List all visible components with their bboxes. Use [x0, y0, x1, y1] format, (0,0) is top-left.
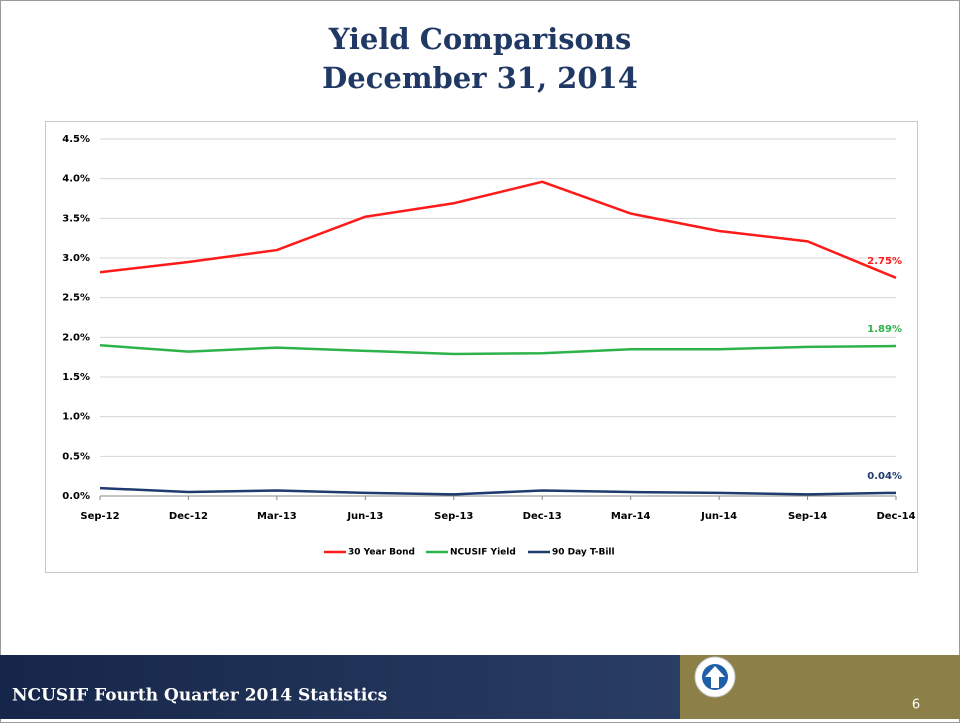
x-tick-label: Jun-13	[346, 511, 383, 522]
legend-label: NCUSIF Yield	[450, 548, 516, 558]
x-tick-label: Dec-14	[876, 511, 915, 522]
slide-title: Yield Comparisons	[328, 22, 632, 56]
x-tick-label: Mar-14	[611, 511, 651, 522]
y-tick-label: 1.5%	[62, 372, 90, 383]
x-tick-label: Mar-13	[257, 511, 297, 522]
y-tick-label: 0.5%	[62, 451, 90, 462]
x-tick-label: Sep-12	[80, 511, 119, 522]
y-tick-label: 2.0%	[62, 332, 90, 343]
value-label: 1.89%	[867, 324, 902, 335]
x-tick-label: Jun-14	[700, 511, 737, 522]
x-tick-label: Dec-13	[523, 511, 562, 522]
x-tick-label: Dec-12	[169, 511, 208, 522]
chart: 0.0% 0.5% 1.0% 1.5% 2.0% 2.5% 3.0% 3.5% 4.0% 4.5%…	[62, 134, 915, 558]
y-tick-label: 3.0%	[62, 253, 90, 264]
legend-label: 90 Day T-Bill	[552, 548, 615, 558]
footer-text: NCUSIF Fourth Quarter 2014 Statistics	[12, 686, 387, 706]
y-tick-label: 1.0%	[62, 412, 90, 423]
value-label: 2.75%	[867, 256, 902, 267]
legend-label: 30 Year Bond	[348, 548, 415, 558]
logo	[694, 656, 736, 698]
page-number: 6	[912, 698, 920, 713]
y-tick-label: 3.5%	[62, 213, 90, 224]
y-tick-label: 0.0%	[62, 491, 90, 502]
value-label: 0.04%	[867, 471, 902, 482]
x-tick-label: Sep-13	[434, 511, 473, 522]
series-line	[99, 344, 897, 356]
y-tick-label: 4.5%	[62, 134, 90, 145]
y-tick-label: 2.5%	[62, 293, 90, 304]
y-tick-label: 4.0%	[62, 174, 90, 185]
series-line	[99, 180, 897, 279]
series-line	[99, 486, 897, 496]
x-tick-label: Sep-14	[788, 511, 827, 522]
footer-bar	[0, 655, 680, 719]
slide-subtitle: December 31, 2014	[322, 61, 638, 95]
